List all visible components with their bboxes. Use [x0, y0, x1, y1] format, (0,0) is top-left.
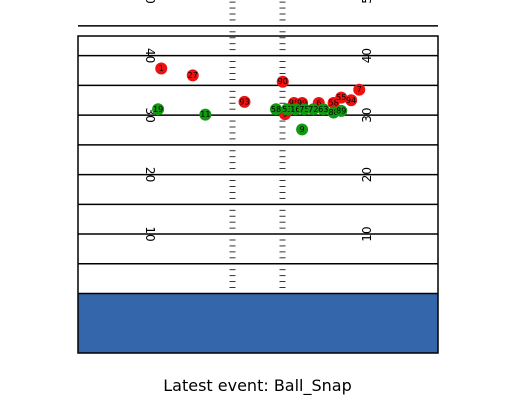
field-border — [77, 35, 439, 354]
player-home-11-label: 11 — [200, 110, 210, 119]
player-away-1 — [155, 62, 168, 75]
yard-number-left: 50 — [143, 0, 157, 4]
player-home-53-label: 53 — [282, 105, 292, 114]
player-home-75-label: 75 — [299, 105, 309, 114]
player-home-16 — [289, 103, 302, 116]
player-home-72-label: 72 — [308, 105, 318, 114]
chart-caption: Latest event: Ball_Snap — [163, 376, 352, 395]
yard-number-left: 40 — [143, 48, 157, 63]
yard-number-right: 40 — [360, 48, 374, 63]
yard-numbers-layer: 101020203030404050504040303020201010 — [143, 0, 374, 242]
player-away-55-label: 55 — [336, 93, 346, 102]
player-home-19-label: 19 — [153, 105, 163, 114]
player-away-90-label: 90 — [278, 77, 288, 86]
field-layer — [77, 1, 439, 354]
player-away-99-label: 99 — [297, 98, 307, 107]
player-home-16-label: 16 — [290, 105, 300, 114]
player-away-94 — [345, 94, 358, 107]
player-home-58-label: 58 — [271, 105, 281, 114]
player-home-89 — [335, 104, 348, 117]
player-home-63 — [317, 103, 330, 116]
player-home-63-label: 63 — [318, 105, 328, 114]
endzone-bottom — [78, 293, 438, 353]
player-away-94-label: 94 — [346, 96, 356, 105]
player-away-55 — [335, 91, 348, 104]
yard-number-right: 50 — [360, 0, 374, 4]
player-away-27-label: 27 — [188, 71, 198, 80]
player-away-93-label: 93 — [239, 97, 249, 106]
player-home-11 — [199, 108, 212, 121]
players-layer: 1279399098996585594719115853167572638889… — [152, 62, 366, 136]
player-away-27 — [186, 69, 199, 82]
yard-number-right: 20 — [360, 167, 374, 182]
player-away-7 — [353, 83, 366, 96]
player-home-75 — [298, 103, 311, 116]
player-away-1-label: 1 — [159, 64, 164, 73]
yard-number-right: 30 — [360, 107, 374, 122]
player-home-9-label: 9 — [300, 125, 305, 134]
player-home-89-label: 89 — [336, 106, 346, 115]
player-away-58-label: 58 — [329, 98, 339, 107]
player-home-72 — [307, 103, 320, 116]
player-home-9 — [296, 123, 309, 136]
player-home-88-label: 88 — [329, 108, 339, 117]
yard-number-left: 10 — [143, 226, 157, 241]
player-away-90 — [276, 75, 289, 88]
player-home-19 — [152, 103, 165, 116]
yard-number-left: 20 — [143, 167, 157, 182]
player-away-98-label: 98 — [289, 98, 299, 107]
player-away-6-label: 6 — [316, 98, 321, 107]
player-away-93 — [238, 95, 251, 108]
yard-number-right: 10 — [360, 226, 374, 241]
player-away-7-label: 7 — [357, 85, 362, 94]
player-home-58 — [270, 103, 282, 116]
